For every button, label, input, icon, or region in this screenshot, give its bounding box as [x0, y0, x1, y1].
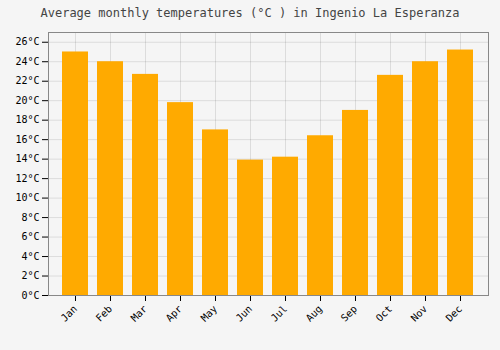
svg-text:Jan: Jan — [59, 303, 80, 324]
svg-text:2°C: 2°C — [21, 270, 39, 281]
html-text:Average monthly temperatures (: Average monthly temperatures (°C ) in In… — [40, 6, 460, 20]
svg-text:18°C: 18°C — [15, 114, 39, 125]
svg-text:Nov: Nov — [409, 303, 430, 324]
svg-text:Dec: Dec — [444, 303, 465, 324]
svg-text:0°C: 0°C — [21, 290, 39, 301]
svg-text:Feb: Feb — [94, 303, 115, 324]
svg-text:8°C: 8°C — [21, 212, 39, 223]
svg-text:20°C: 20°C — [15, 95, 39, 106]
svg-text:22°C: 22°C — [15, 75, 39, 86]
svg-text:Jun: Jun — [234, 303, 255, 324]
svg-text:14°C: 14°C — [15, 153, 39, 164]
svg-text:16°C: 16°C — [15, 134, 39, 145]
svg-text:Jul: Jul — [269, 303, 290, 324]
svg-text:Mar: Mar — [129, 303, 150, 324]
svg-text:Oct: Oct — [374, 303, 395, 324]
svg-text:10°C: 10°C — [15, 192, 39, 203]
svg-text:Aug: Aug — [304, 303, 325, 324]
svg-text:Sep: Sep — [339, 303, 360, 324]
svg-text:6°C: 6°C — [21, 231, 39, 242]
svg-text:12°C: 12°C — [15, 173, 39, 184]
svg-text:4°C: 4°C — [21, 251, 39, 262]
svg-text:Apr: Apr — [164, 303, 185, 324]
svg-text:26°C: 26°C — [15, 36, 39, 47]
svg-text:May: May — [199, 303, 220, 324]
svg-text:24°C: 24°C — [15, 56, 39, 67]
